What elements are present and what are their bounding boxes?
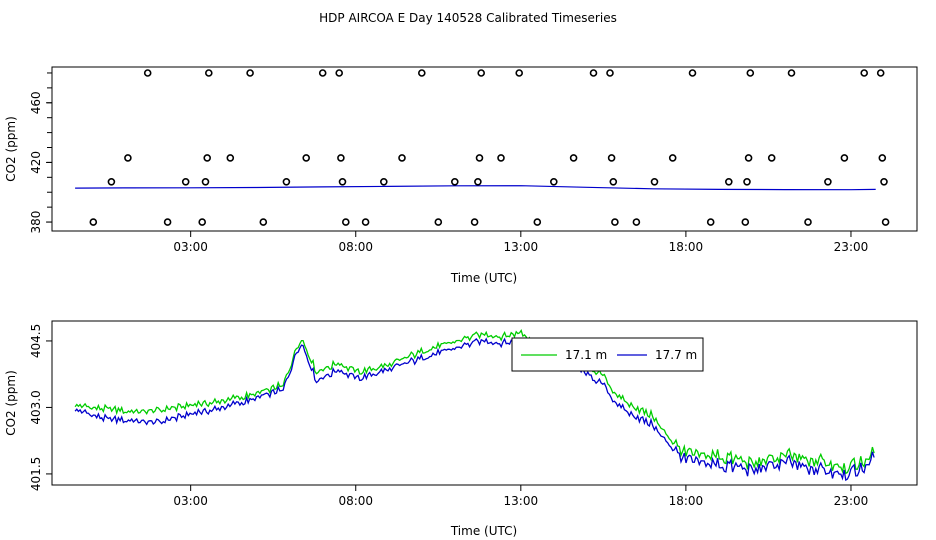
co2-data-point	[787, 69, 796, 77]
co2-data-point	[259, 218, 268, 226]
legend: 17.1 m 17.7 m	[511, 337, 704, 372]
top-x-axis: 03:00 08:00 13:00 18:00 23:00	[173, 231, 868, 254]
co2-line-17-7m	[74, 337, 875, 482]
co2-data-point	[124, 154, 132, 162]
co2-data-point	[840, 154, 849, 162]
top-y-tick-label: 420	[29, 151, 43, 174]
bottom-y-tick-label: 401.5	[29, 457, 43, 491]
co2-data-point	[724, 178, 733, 186]
co2-data-point	[744, 154, 753, 162]
co2-data-point	[477, 69, 486, 77]
top-co2-line-series	[75, 185, 876, 191]
bottom-x-tick-label: 03:00	[173, 494, 208, 508]
bottom-x-tick-label: 08:00	[338, 494, 373, 508]
top-x-tick-label: 08:00	[338, 240, 373, 254]
top-x-tick-label: 23:00	[834, 240, 869, 254]
bottom-line-series	[74, 329, 875, 482]
legend-label-17-1m: 17.1 m	[565, 348, 607, 362]
bottom-plot-frame	[51, 320, 918, 486]
co2-data-point	[201, 178, 210, 186]
top-y-tick-label: 380	[29, 211, 43, 234]
co2-data-point	[606, 69, 614, 77]
top-y-axis-label: CO2 (ppm)	[4, 116, 18, 182]
co2-data-point	[143, 69, 152, 77]
bottom-x-tick-label: 23:00	[834, 494, 869, 508]
co2-data-point	[497, 154, 505, 162]
co2-data-point	[335, 69, 344, 77]
co2-data-point	[341, 218, 350, 226]
bottom-y-axis-label: CO2 (ppm)	[4, 370, 18, 436]
co2-data-point	[824, 178, 832, 186]
co2-data-point	[746, 69, 755, 77]
co2-data-point	[246, 69, 254, 77]
co2-data-point	[181, 178, 190, 186]
co2-data-point	[743, 178, 751, 186]
co2-data-point	[107, 178, 116, 186]
co2-data-point	[361, 218, 370, 226]
co2-data-point	[198, 218, 206, 226]
bottom-x-axis-label: Time (UTC)	[450, 524, 517, 538]
co2-data-point	[417, 69, 426, 77]
top-y-axis: 380 420 460	[29, 72, 52, 234]
co2-data-point	[533, 218, 542, 226]
co2-data-point	[470, 218, 479, 226]
co2-data-point	[607, 154, 616, 162]
co2-data-point	[89, 218, 98, 226]
co2-data-point	[688, 69, 697, 77]
co2-data-point	[650, 178, 659, 186]
top-panel-co2-scatter: 03:00 08:00 13:00 18:00 23:00 380 420 460 Time…	[4, 66, 918, 285]
top-co2-point-series	[89, 69, 890, 226]
top-x-axis-label: Time (UTC)	[450, 271, 517, 285]
co2-data-point	[706, 218, 715, 226]
co2-data-point	[767, 154, 776, 162]
co2-data-point	[881, 218, 890, 226]
co2-data-point	[282, 178, 291, 186]
co2-data-point	[878, 154, 887, 162]
co2-data-point	[549, 178, 558, 186]
co2-data-point	[226, 154, 235, 162]
top-x-tick-label: 03:00	[173, 240, 208, 254]
co2-data-point	[860, 69, 869, 77]
co2-data-point	[611, 218, 619, 226]
co2-data-point	[474, 178, 482, 186]
co2-data-point	[668, 154, 677, 162]
bottom-y-tick-label: 403.0	[29, 390, 43, 424]
bottom-x-tick-label: 13:00	[504, 494, 539, 508]
top-x-tick-label: 13:00	[504, 240, 539, 254]
co2-data-point	[450, 178, 459, 186]
co2-data-point	[379, 178, 388, 186]
co2-line-17-1m	[74, 329, 875, 475]
co2-data-point	[741, 218, 750, 226]
co2-data-point	[302, 154, 311, 162]
co2-data-point	[398, 154, 406, 162]
co2-data-point	[515, 69, 524, 77]
bottom-x-tick-label: 18:00	[669, 494, 704, 508]
co2-data-point	[609, 178, 618, 186]
bottom-y-tick-label: 404.5	[29, 324, 43, 358]
co2-data-point	[475, 154, 484, 162]
co2-data-point	[434, 218, 443, 226]
co2-data-point	[338, 178, 347, 186]
top-plot-frame	[51, 66, 918, 232]
co2-data-point	[337, 154, 345, 162]
co2-data-point	[203, 154, 211, 162]
bottom-y-axis: 401.5 403.0 404.5	[29, 324, 52, 491]
co2-data-point	[569, 154, 578, 162]
legend-label-17-7m: 17.7 m	[655, 348, 697, 362]
co2-data-point	[318, 69, 327, 77]
top-co2-line	[75, 185, 876, 191]
co2-data-point	[163, 218, 172, 226]
chart-title: HDP AIRCOA E Day 140528 Calibrated Times…	[319, 11, 617, 25]
co2-data-point	[876, 69, 885, 77]
bottom-x-axis: 03:00 08:00 13:00 18:00 23:00	[173, 485, 868, 508]
co2-data-point	[205, 69, 213, 77]
co2-data-point	[804, 218, 812, 226]
top-x-tick-label: 18:00	[669, 240, 704, 254]
co2-data-point	[632, 218, 641, 226]
bottom-panel-co2-lines: 03:00 08:00 13:00 18:00 23:00 401.5 403.0 404.…	[4, 320, 918, 538]
top-y-tick-label: 460	[29, 91, 43, 114]
co2-data-point	[589, 69, 598, 77]
co2-data-point	[880, 178, 888, 186]
